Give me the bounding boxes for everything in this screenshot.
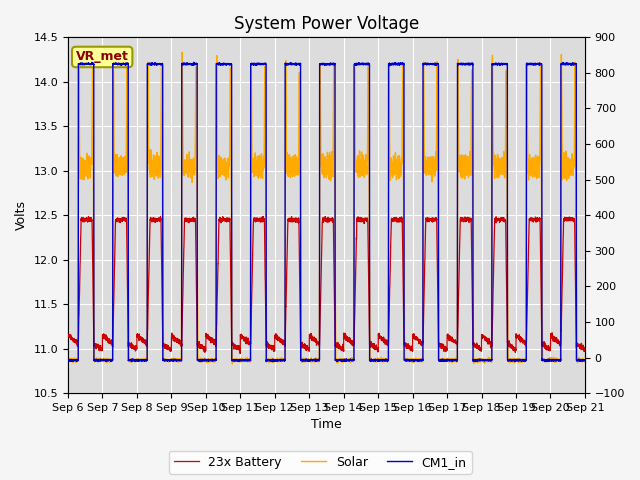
Solar bbox=[126, 357, 134, 362]
CM1_in bbox=[554, 358, 561, 363]
Line: Solar: Solar bbox=[68, 52, 585, 364]
Solar bbox=[531, 169, 539, 175]
23x Battery bbox=[64, 334, 72, 339]
Solar bbox=[228, 361, 236, 367]
Solar bbox=[554, 358, 561, 363]
CM1_in bbox=[64, 357, 72, 363]
23x Battery bbox=[126, 342, 134, 348]
Solar bbox=[534, 164, 541, 170]
23x Battery bbox=[531, 215, 539, 221]
CM1_in bbox=[262, 61, 270, 67]
CM1_in bbox=[534, 61, 541, 67]
23x Battery bbox=[259, 214, 267, 219]
23x Battery bbox=[534, 215, 541, 220]
Solar bbox=[262, 264, 270, 269]
Text: VR_met: VR_met bbox=[76, 50, 129, 63]
CM1_in bbox=[531, 61, 539, 67]
23x Battery bbox=[262, 343, 270, 349]
CM1_in bbox=[581, 357, 589, 363]
Solar bbox=[581, 358, 589, 363]
X-axis label: Time: Time bbox=[311, 419, 342, 432]
23x Battery bbox=[236, 350, 244, 356]
23x Battery bbox=[581, 346, 589, 352]
CM1_in bbox=[190, 60, 198, 65]
Legend: 23x Battery, Solar, CM1_in: 23x Battery, Solar, CM1_in bbox=[168, 451, 472, 474]
23x Battery bbox=[388, 216, 396, 221]
Line: CM1_in: CM1_in bbox=[68, 62, 585, 361]
CM1_in bbox=[126, 357, 134, 363]
Solar bbox=[64, 357, 72, 362]
Solar bbox=[388, 158, 396, 164]
Y-axis label: Volts: Volts bbox=[15, 200, 28, 230]
CM1_in bbox=[388, 62, 396, 68]
CM1_in bbox=[383, 359, 391, 364]
Title: System Power Voltage: System Power Voltage bbox=[234, 15, 419, 33]
Line: 23x Battery: 23x Battery bbox=[68, 216, 585, 353]
Solar bbox=[179, 49, 186, 55]
23x Battery bbox=[554, 340, 561, 346]
